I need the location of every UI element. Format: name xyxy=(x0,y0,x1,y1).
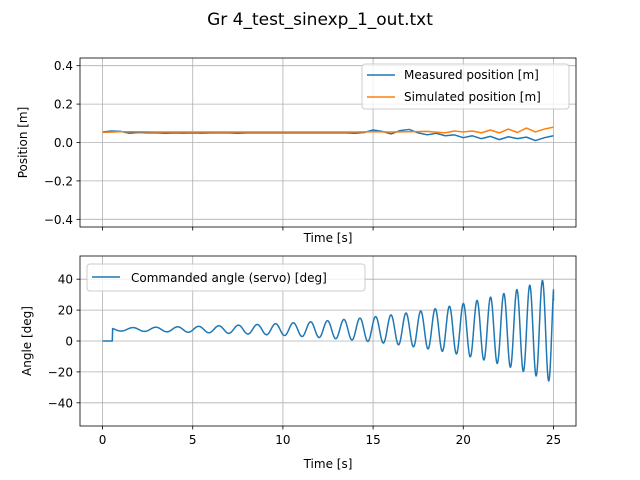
angle-ticks: 0 5 10 15 20 25 −40 −20 0 20 40 xyxy=(48,273,561,447)
commanded-legend-label: Commanded angle (servo) [deg] xyxy=(131,271,327,285)
angle-legend-box xyxy=(86,263,366,292)
angle-xlabel: Time [s] xyxy=(303,457,353,471)
position-ylabel: Position [m] xyxy=(16,107,30,179)
simulated-position-m-line xyxy=(102,126,554,134)
y-tick-label: −20 xyxy=(48,365,73,379)
position-legend-box xyxy=(361,63,570,110)
simulated-legend-label: Simulated position [m] xyxy=(404,90,541,104)
y-tick-label: −40 xyxy=(48,396,73,410)
y-tick-label: 0.2 xyxy=(54,98,73,112)
x-tick-label: 20 xyxy=(456,433,471,447)
angle-ylabel: Angle [deg] xyxy=(20,306,34,376)
measured-legend-label: Measured position [m] xyxy=(404,68,539,82)
position-xlabel: Time [s] xyxy=(303,231,353,245)
commanded-angle-servo-deg-line xyxy=(102,279,555,382)
position-ticks: −0.4 −0.2 0.0 0.2 0.4 xyxy=(44,59,554,231)
x-tick-label: 0 xyxy=(99,433,107,447)
position-legend: Measured position [m] Simulated position… xyxy=(361,63,570,110)
y-tick-label: −0.4 xyxy=(44,213,73,227)
angle-legend: Commanded angle (servo) [deg] xyxy=(86,263,366,292)
x-tick-label: 15 xyxy=(365,433,380,447)
y-tick-label: −0.2 xyxy=(44,174,73,188)
y-tick-label: 0.0 xyxy=(54,136,73,150)
figure-title: Gr 4_test_sinexp_1_out.txt xyxy=(207,10,433,30)
angle-lines xyxy=(102,279,555,382)
x-tick-label: 5 xyxy=(189,433,197,447)
angle-axes: 0 5 10 15 20 25 −40 −20 0 20 40 Time [s] Angle [de… xyxy=(20,255,577,471)
x-tick-label: 10 xyxy=(275,433,290,447)
y-tick-label: 20 xyxy=(58,304,73,318)
position-axes: −0.4−0.20.00.20.4 Time [s] Position [m] … xyxy=(16,57,577,245)
y-tick-label: 0 xyxy=(65,335,73,349)
position-lines xyxy=(102,126,554,142)
y-tick-label: 40 xyxy=(58,273,73,287)
measured-position-m-line xyxy=(102,128,554,142)
y-tick-label: 0.4 xyxy=(54,59,73,73)
x-tick-label: 25 xyxy=(546,433,561,447)
